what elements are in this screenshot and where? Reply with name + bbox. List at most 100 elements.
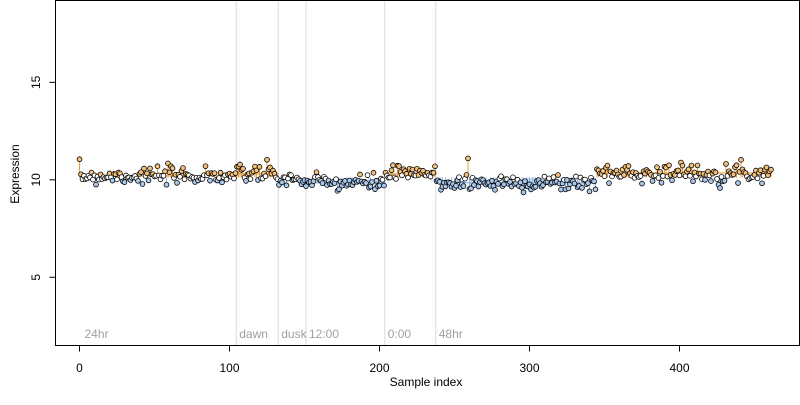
data-point bbox=[279, 179, 285, 186]
data-point bbox=[717, 185, 723, 191]
data-point bbox=[436, 179, 443, 185]
data-point bbox=[495, 181, 501, 187]
data-point bbox=[288, 172, 294, 178]
y-axis-title: Expression bbox=[8, 144, 22, 203]
data-point bbox=[390, 162, 396, 168]
data-point bbox=[604, 162, 611, 169]
data-point bbox=[393, 176, 399, 182]
data-point bbox=[217, 169, 224, 176]
data-point bbox=[376, 182, 383, 189]
data-point bbox=[139, 181, 146, 187]
data-point bbox=[550, 174, 557, 180]
data-point bbox=[396, 163, 402, 169]
data-points bbox=[76, 155, 774, 196]
x-axis: 0 100 200 300 400 bbox=[76, 345, 690, 375]
data-point bbox=[303, 183, 309, 189]
data-point bbox=[232, 170, 239, 176]
data-point bbox=[501, 181, 507, 188]
data-point bbox=[555, 172, 561, 178]
data-point bbox=[313, 169, 320, 175]
x-tick-label: 100 bbox=[219, 361, 239, 375]
data-point bbox=[601, 173, 608, 179]
data-point bbox=[166, 169, 173, 176]
start-label: 24hr bbox=[85, 327, 109, 341]
data-point bbox=[585, 180, 591, 186]
data-point bbox=[262, 173, 269, 180]
x-tick-label: 200 bbox=[369, 361, 389, 375]
data-point bbox=[694, 162, 701, 169]
data-point bbox=[649, 178, 656, 184]
data-point bbox=[682, 173, 689, 180]
data-point bbox=[460, 183, 467, 189]
data-point bbox=[621, 172, 627, 178]
data-point bbox=[409, 166, 416, 173]
data-point bbox=[162, 168, 168, 174]
data-point bbox=[520, 189, 527, 196]
x-tick-label: 400 bbox=[669, 361, 689, 375]
data-point bbox=[283, 182, 290, 189]
data-point bbox=[363, 180, 369, 186]
data-point bbox=[738, 157, 744, 163]
data-point bbox=[240, 165, 246, 172]
data-point bbox=[564, 177, 570, 183]
data-point bbox=[517, 179, 524, 186]
data-point bbox=[264, 156, 270, 163]
data-point bbox=[655, 175, 662, 181]
data-point bbox=[519, 184, 525, 191]
data-point bbox=[154, 163, 161, 169]
data-point bbox=[712, 169, 719, 176]
data-point bbox=[247, 176, 254, 182]
data-point bbox=[160, 172, 167, 179]
data-point bbox=[253, 167, 260, 174]
data-point bbox=[573, 173, 579, 180]
data-point bbox=[690, 178, 696, 185]
data-point bbox=[211, 170, 218, 176]
data-point bbox=[163, 181, 170, 188]
data-point bbox=[463, 172, 470, 178]
data-point bbox=[735, 180, 741, 186]
data-point bbox=[177, 173, 183, 180]
data-point bbox=[606, 180, 612, 186]
data-point bbox=[510, 174, 516, 181]
data-point bbox=[319, 180, 326, 186]
data-point bbox=[498, 173, 504, 180]
data-point bbox=[169, 165, 176, 172]
data-point bbox=[669, 177, 675, 184]
data-point bbox=[658, 179, 665, 186]
data-point bbox=[216, 175, 222, 181]
data-point bbox=[721, 177, 728, 184]
data-point bbox=[76, 156, 83, 163]
data-point bbox=[388, 167, 395, 174]
data-point bbox=[379, 176, 386, 183]
data-point bbox=[93, 181, 99, 188]
x-tick-label: 0 bbox=[76, 361, 83, 375]
data-point bbox=[231, 175, 237, 182]
data-point bbox=[147, 165, 153, 172]
annotation-label: 0:00 bbox=[388, 327, 412, 341]
data-point bbox=[369, 179, 375, 185]
data-point bbox=[666, 162, 672, 169]
data-point bbox=[237, 161, 243, 168]
data-point bbox=[637, 173, 644, 179]
data-point bbox=[109, 177, 116, 184]
data-point bbox=[679, 162, 686, 169]
data-point bbox=[387, 174, 393, 181]
data-point bbox=[654, 164, 660, 170]
data-point bbox=[180, 165, 186, 171]
y-axis: 5 10 15 bbox=[29, 75, 56, 281]
data-point bbox=[135, 178, 141, 184]
data-point bbox=[432, 163, 438, 170]
data-point bbox=[532, 183, 539, 190]
data-point bbox=[723, 161, 729, 167]
data-point bbox=[381, 182, 387, 189]
data-point bbox=[174, 180, 180, 186]
data-point bbox=[373, 178, 380, 184]
x-axis-title: Sample index bbox=[390, 375, 463, 389]
data-point bbox=[759, 180, 765, 187]
y-tick-label: 10 bbox=[29, 173, 43, 187]
data-point bbox=[465, 155, 471, 162]
data-point bbox=[202, 163, 209, 169]
data-point bbox=[144, 170, 150, 177]
